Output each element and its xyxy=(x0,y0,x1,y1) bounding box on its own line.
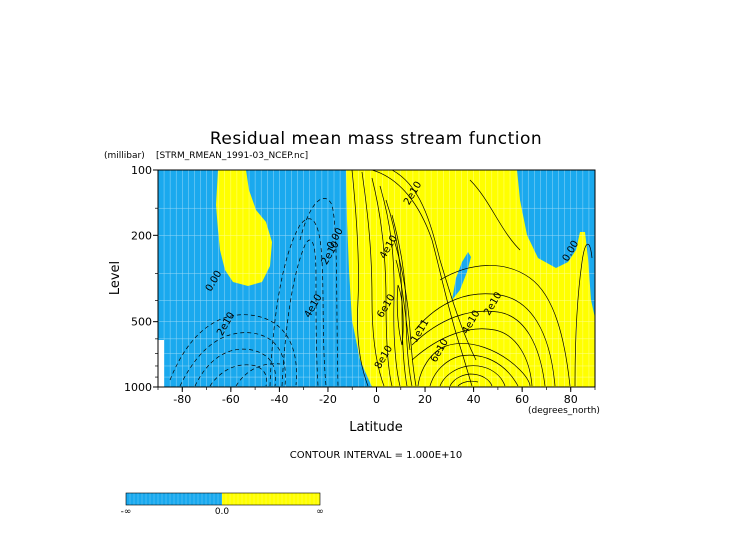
x-units: (degrees_north) xyxy=(528,406,600,416)
x-axis-label: Latitude xyxy=(349,420,403,435)
x-tick-label: 0 xyxy=(373,393,380,406)
x-tick-label: 20 xyxy=(418,393,432,406)
positive-region-main xyxy=(346,170,595,387)
y-tick-label: 100 xyxy=(131,164,152,177)
positive-contours xyxy=(351,170,593,387)
colorbar-label-zero: 0.0 xyxy=(215,507,230,517)
x-axis: -80 -60 -40 -20 0 20 40 60 80 xyxy=(157,387,596,406)
y-tick-label: 500 xyxy=(131,316,152,329)
colorbar: -∞ 0.0 ∞ xyxy=(121,492,324,517)
x-tick-label: -40 xyxy=(270,393,288,406)
x-tick-label: 40 xyxy=(467,393,481,406)
x-tick-label: 60 xyxy=(515,393,529,406)
y-tick-label: 1000 xyxy=(124,381,152,394)
positive-region-south xyxy=(216,170,272,286)
plot-area xyxy=(158,170,595,387)
negative-contours xyxy=(169,198,339,387)
y-units: (millibar) xyxy=(104,151,145,161)
chart-subtitle: [STRM_RMEAN_1991-03_NCEP.nc] xyxy=(156,151,308,161)
colorbar-label-max: ∞ xyxy=(316,507,324,517)
x-tick-label: -80 xyxy=(173,393,191,406)
colorbar-label-min: -∞ xyxy=(121,507,132,517)
contour-interval: CONTOUR INTERVAL = 1.000E+10 xyxy=(290,450,462,461)
x-tick-label: 80 xyxy=(564,393,578,406)
x-tick-label: -60 xyxy=(222,393,240,406)
chart-title: Residual mean mass stream function xyxy=(210,129,542,149)
y-axis-label: Level xyxy=(108,261,123,295)
x-tick-label: -20 xyxy=(319,393,337,406)
y-axis: 100 200 500 1000 xyxy=(124,164,158,394)
gridlines xyxy=(158,170,595,387)
colorbar-positive xyxy=(222,493,320,505)
missing-data xyxy=(158,340,164,387)
y-tick-label: 200 xyxy=(131,229,152,242)
